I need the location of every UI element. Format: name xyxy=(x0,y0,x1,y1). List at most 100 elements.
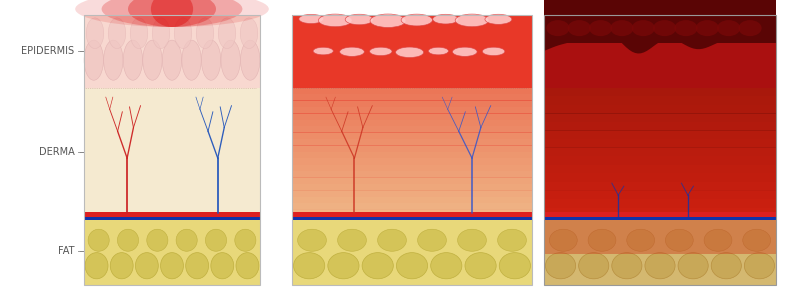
Bar xyxy=(544,199,776,208)
Ellipse shape xyxy=(298,229,326,251)
Ellipse shape xyxy=(236,253,259,279)
Bar xyxy=(292,190,532,197)
Ellipse shape xyxy=(465,253,496,279)
Circle shape xyxy=(346,14,373,25)
Circle shape xyxy=(313,47,334,55)
Ellipse shape xyxy=(458,229,486,251)
Bar xyxy=(292,120,532,126)
Bar xyxy=(84,212,260,217)
Ellipse shape xyxy=(130,18,148,49)
Bar xyxy=(84,15,260,285)
Bar xyxy=(292,152,532,158)
Ellipse shape xyxy=(196,18,214,49)
Ellipse shape xyxy=(211,253,234,279)
Bar xyxy=(292,133,532,139)
Bar xyxy=(292,209,532,216)
Bar xyxy=(292,203,532,210)
Ellipse shape xyxy=(75,0,269,27)
Ellipse shape xyxy=(84,40,103,80)
Ellipse shape xyxy=(151,0,193,27)
Ellipse shape xyxy=(546,253,576,279)
Bar xyxy=(292,139,532,146)
Bar xyxy=(544,156,776,165)
Circle shape xyxy=(455,14,489,27)
Bar xyxy=(544,105,776,113)
Bar xyxy=(292,100,532,107)
Ellipse shape xyxy=(328,253,359,279)
Ellipse shape xyxy=(118,229,138,251)
Bar xyxy=(292,113,532,120)
Ellipse shape xyxy=(645,253,675,279)
Ellipse shape xyxy=(102,0,242,27)
Bar xyxy=(544,207,776,216)
Ellipse shape xyxy=(174,18,192,49)
Bar xyxy=(84,15,260,88)
Ellipse shape xyxy=(221,40,240,80)
Bar xyxy=(544,216,776,285)
Ellipse shape xyxy=(88,229,110,251)
Ellipse shape xyxy=(378,229,406,251)
Bar xyxy=(544,164,776,173)
Ellipse shape xyxy=(704,229,732,251)
Bar xyxy=(292,196,532,203)
Bar xyxy=(84,216,260,285)
Bar xyxy=(292,158,532,165)
Ellipse shape xyxy=(294,253,325,279)
Circle shape xyxy=(340,47,364,56)
Ellipse shape xyxy=(186,253,209,279)
Bar xyxy=(292,212,532,217)
Bar xyxy=(544,182,776,190)
Bar xyxy=(544,130,776,139)
Ellipse shape xyxy=(161,253,183,279)
Ellipse shape xyxy=(632,20,655,36)
Ellipse shape xyxy=(744,253,774,279)
Bar xyxy=(292,88,532,94)
Text: EPIDERMIS: EPIDERMIS xyxy=(22,46,74,56)
Ellipse shape xyxy=(176,229,198,251)
Ellipse shape xyxy=(711,253,742,279)
Bar xyxy=(292,126,532,133)
Bar xyxy=(292,217,532,220)
Ellipse shape xyxy=(653,20,676,36)
Ellipse shape xyxy=(240,18,258,49)
Circle shape xyxy=(395,47,424,58)
Ellipse shape xyxy=(162,40,182,80)
Bar xyxy=(292,171,532,178)
Ellipse shape xyxy=(418,229,446,251)
Bar xyxy=(544,212,776,217)
Ellipse shape xyxy=(206,229,226,251)
Bar xyxy=(292,15,532,88)
Ellipse shape xyxy=(128,0,216,27)
Ellipse shape xyxy=(110,253,133,279)
Ellipse shape xyxy=(152,18,170,49)
Ellipse shape xyxy=(696,20,719,36)
Ellipse shape xyxy=(142,40,162,80)
Circle shape xyxy=(433,14,458,24)
Ellipse shape xyxy=(218,18,236,49)
Bar xyxy=(544,15,776,88)
Ellipse shape xyxy=(108,18,126,49)
Ellipse shape xyxy=(499,253,530,279)
Bar xyxy=(84,217,260,220)
Ellipse shape xyxy=(626,229,654,251)
Bar xyxy=(292,177,532,184)
Circle shape xyxy=(401,14,433,26)
Bar xyxy=(292,216,532,285)
Bar xyxy=(544,88,776,96)
Bar xyxy=(544,15,776,43)
Circle shape xyxy=(370,14,406,28)
Ellipse shape xyxy=(498,229,526,251)
Circle shape xyxy=(482,47,505,56)
Ellipse shape xyxy=(397,253,428,279)
Ellipse shape xyxy=(202,40,221,80)
Ellipse shape xyxy=(86,18,104,49)
Circle shape xyxy=(318,14,352,27)
Ellipse shape xyxy=(717,20,740,36)
Ellipse shape xyxy=(568,20,591,36)
Ellipse shape xyxy=(742,229,770,251)
Ellipse shape xyxy=(146,229,168,251)
Circle shape xyxy=(299,14,323,24)
Ellipse shape xyxy=(578,253,609,279)
Bar xyxy=(544,217,776,220)
Bar xyxy=(292,107,532,113)
